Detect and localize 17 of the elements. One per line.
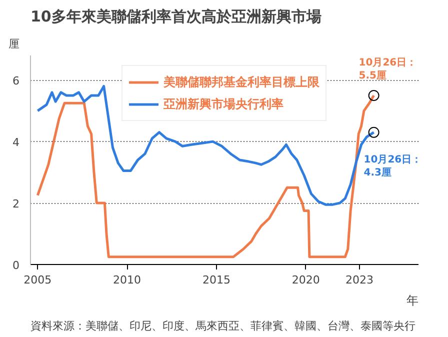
legend-label: 亞洲新興市場央行利率 bbox=[164, 96, 284, 112]
y-tick-label: 2 bbox=[12, 198, 20, 211]
x-tick-label: 2015 bbox=[202, 274, 230, 286]
y-axis-title: 厘 bbox=[8, 38, 20, 50]
x-tick-label: 2023 bbox=[346, 274, 374, 286]
y-tick-label: 4 bbox=[12, 136, 20, 150]
x-tick-label: 2020 bbox=[292, 274, 320, 286]
y-tick-label: 0 bbox=[12, 259, 20, 272]
x-axis-title: 年 bbox=[406, 294, 418, 308]
source-note: 資料來源：美聯儲、印尼、印度、馬來西亞、菲律賓、韓國、台灣、泰國等央行 bbox=[30, 320, 416, 332]
annotation: 10月26日： 4.3厘 bbox=[364, 154, 422, 179]
y-tick-label: 6 bbox=[12, 74, 20, 88]
annotation: 10月26日： 5.5厘 bbox=[358, 57, 417, 82]
chart-title: 10多年來美聯儲利率首次高於亞洲新興市場 bbox=[30, 8, 322, 26]
x-tick-label: 2005 bbox=[24, 274, 52, 286]
legend-label: 美聯儲聯邦基金利率目標上限 bbox=[164, 74, 320, 90]
x-tick-label: 2010 bbox=[113, 274, 142, 286]
